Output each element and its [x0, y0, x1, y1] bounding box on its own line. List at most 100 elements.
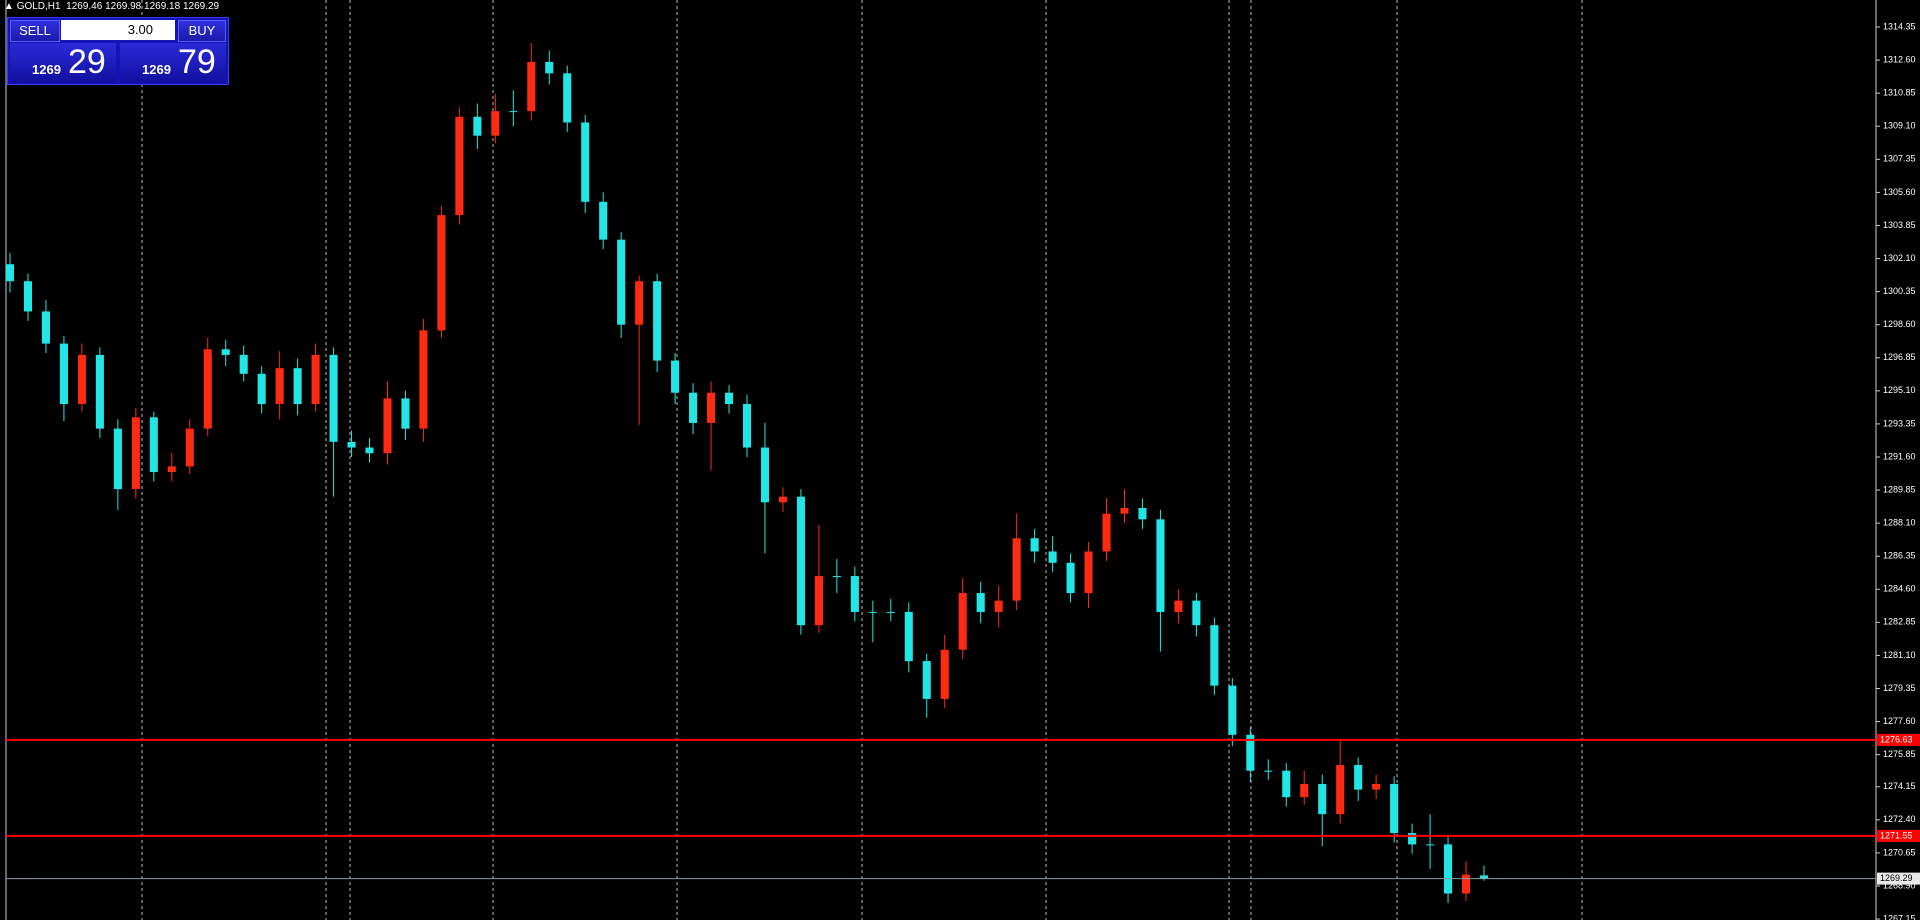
y-tick-label: 1284.60	[1883, 584, 1916, 594]
candle-body	[1426, 844, 1435, 846]
candle-body	[437, 215, 446, 331]
y-tick-label: 1281.10	[1883, 650, 1916, 660]
buy-price[interactable]: 1269 79	[120, 43, 226, 83]
header-low: 1269.18	[144, 1, 181, 12]
candle-body	[1120, 508, 1129, 514]
candle-body	[383, 398, 392, 454]
y-tick-label: 1314.35	[1883, 21, 1916, 31]
y-tick-label: 1302.10	[1883, 253, 1916, 263]
candle-body	[257, 373, 266, 405]
candle-body	[1408, 833, 1417, 845]
candle-body	[832, 576, 841, 578]
buy-button[interactable]: BUY	[178, 20, 226, 42]
candle-body	[760, 447, 770, 503]
sell-button[interactable]: SELL	[10, 20, 60, 42]
candle-body	[958, 593, 967, 650]
candle-body	[994, 600, 1003, 612]
buy-price-main: 1269	[142, 62, 171, 77]
candle-body	[1300, 783, 1309, 798]
bid-label-box	[1877, 872, 1920, 885]
y-tick-label: 1309.10	[1883, 121, 1916, 131]
candle-body	[1264, 770, 1273, 772]
candle-body	[599, 201, 608, 240]
candle-body	[671, 360, 680, 393]
candle-body	[868, 611, 877, 613]
candle-body	[77, 354, 86, 405]
candle-body	[527, 61, 536, 112]
candle-body	[293, 368, 302, 405]
candle-body	[1066, 562, 1075, 594]
y-tick-label: 1288.10	[1883, 517, 1916, 527]
candle-body	[1012, 538, 1021, 601]
candle-body	[922, 661, 931, 699]
candle-body	[724, 392, 734, 405]
candle-body	[113, 428, 122, 490]
y-tick-label: 1286.35	[1883, 551, 1916, 561]
candle-body	[850, 576, 859, 612]
y-tick-label: 1305.60	[1883, 187, 1916, 197]
candle-body	[203, 349, 212, 429]
candle-body	[401, 398, 410, 429]
candle-body	[707, 392, 716, 423]
candle-body	[1102, 513, 1111, 552]
period-separators	[141, 0, 1583, 920]
candle-body	[1084, 551, 1093, 594]
candle-body	[509, 111, 518, 113]
y-tick-label: 1312.60	[1883, 54, 1916, 64]
candle-body	[1282, 770, 1291, 798]
y-tick-label: 1272.40	[1883, 814, 1916, 824]
candle-body	[940, 649, 949, 699]
candle-body	[1192, 600, 1201, 626]
candle-body	[581, 122, 590, 202]
candle-body	[5, 264, 15, 282]
candle-body	[419, 330, 428, 429]
candle-body	[41, 311, 50, 344]
y-tick-label: 1295.10	[1883, 385, 1916, 395]
candle-body	[275, 368, 284, 405]
candle-body	[455, 116, 464, 216]
candle-body	[473, 116, 482, 136]
candle-body	[545, 61, 554, 74]
header-close: 1269.29	[182, 1, 220, 12]
y-tick-label: 1296.85	[1883, 352, 1916, 362]
bid-label: 1269.29	[1880, 873, 1913, 883]
candle-body	[1246, 734, 1255, 771]
candle-body	[347, 441, 356, 448]
candle-body	[1372, 783, 1381, 790]
candle-body	[311, 354, 320, 405]
header-high: 1269.98	[105, 1, 142, 12]
y-tick-label: 1279.35	[1883, 683, 1916, 693]
candle-body	[1210, 625, 1219, 686]
y-tick-label: 1267.15	[1883, 913, 1916, 920]
buy-price-pips: 79	[178, 43, 216, 81]
y-tick-label: 1282.85	[1883, 617, 1916, 627]
one-click-panel: SELL 3.00 BUY 1269 29 1269 79	[7, 17, 229, 85]
volume-field[interactable]: 3.00	[61, 20, 175, 40]
candle-body	[131, 417, 140, 490]
y-tick-label: 1289.85	[1883, 484, 1916, 494]
y-tick-label: 1310.85	[1883, 88, 1916, 98]
candle-body	[742, 404, 752, 448]
symbol: GOLD,H1	[16, 1, 61, 12]
sell-price[interactable]: 1269 29	[10, 43, 116, 83]
candle-body	[329, 354, 338, 442]
candle-body	[1030, 538, 1039, 552]
candle-body	[653, 281, 662, 361]
y-tick-label: 1268.90	[1883, 880, 1916, 890]
y-tick-label: 1300.35	[1883, 286, 1916, 296]
y-tick-label: 1277.60	[1883, 716, 1916, 726]
candle-body	[1138, 508, 1147, 520]
level-label-box	[1877, 829, 1920, 842]
candle-body	[149, 417, 158, 473]
level-label-box	[1877, 733, 1920, 746]
chart-header: ▲ GOLD,H1 1269.46 1269.98 1269.18 1269.2…	[4, 1, 220, 12]
candle-body	[1444, 844, 1453, 894]
candle-body	[886, 611, 895, 613]
candle-body	[1156, 519, 1165, 612]
candle-body	[167, 466, 176, 473]
candle-body	[185, 428, 194, 467]
y-tick-label: 1275.85	[1883, 749, 1916, 759]
level-label: 1271.55	[1880, 830, 1913, 840]
